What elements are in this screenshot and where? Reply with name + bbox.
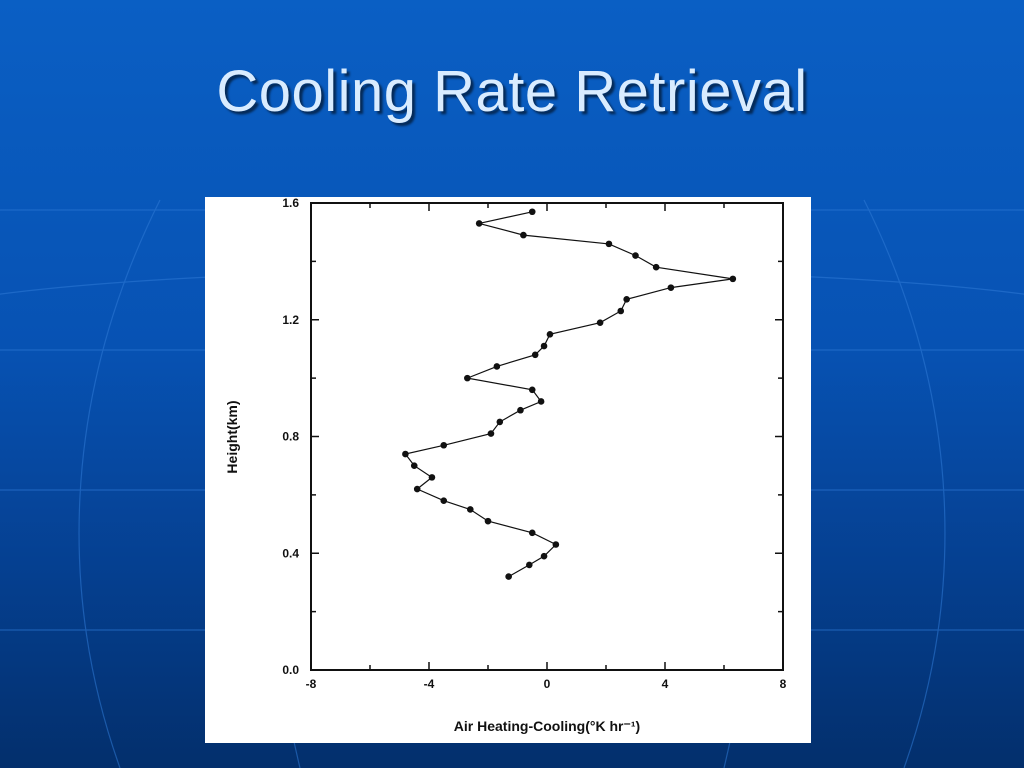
- data-point: [505, 573, 512, 580]
- data-point: [605, 240, 613, 248]
- data-point: [487, 430, 495, 437]
- data-point: [596, 319, 604, 326]
- data-point: [528, 529, 536, 537]
- data-point: [537, 398, 545, 405]
- y-tick-label: 0.8: [282, 430, 299, 444]
- y-tick-label: 1.2: [282, 313, 299, 327]
- data-point: [528, 386, 536, 394]
- data-point: [540, 342, 548, 350]
- data-point: [526, 561, 533, 569]
- data-point: [467, 506, 474, 513]
- y-tick-label: 1.6: [282, 197, 299, 210]
- x-tick-label: -8: [306, 677, 317, 691]
- data-point: [440, 441, 448, 449]
- axis-ticks: [310, 202, 784, 671]
- data-point: [402, 450, 409, 458]
- data-point: [546, 331, 554, 338]
- data-point: [413, 485, 421, 493]
- data-point: [464, 374, 471, 382]
- data-point: [667, 284, 675, 291]
- y-tick-label: 0.0: [282, 663, 299, 677]
- data-point: [552, 541, 560, 548]
- cooling-rate-chart: -8 -4 0 4 8 0.0 0.4 0.8 1.2 1.6 Air Heating-Cooli…: [224, 197, 787, 734]
- data-point: [410, 462, 418, 469]
- x-tick-label: 8: [780, 677, 787, 691]
- data-point: [540, 552, 548, 560]
- chart-panel: -8 -4 0 4 8 0.0 0.4 0.8 1.2 1.6 Air Heating-Cooli…: [205, 197, 811, 743]
- y-axis-label: Height(km): [224, 400, 240, 473]
- data-point: [531, 351, 539, 359]
- data-point: [496, 418, 504, 426]
- tick-labels: -8 -4 0 4 8 0.0 0.4 0.8 1.2 1.6: [282, 197, 786, 691]
- data-point: [623, 296, 630, 303]
- data-points: [402, 208, 737, 580]
- data-point: [517, 406, 524, 414]
- data-point: [528, 208, 536, 216]
- data-point: [493, 363, 501, 370]
- x-tick-label: 0: [544, 677, 551, 691]
- series-line: [404, 211, 733, 578]
- slide-title: Cooling Rate Retrieval: [216, 59, 808, 124]
- data-point: [617, 307, 625, 315]
- data-point: [440, 497, 448, 505]
- data-point: [484, 517, 492, 525]
- data-point: [632, 252, 639, 259]
- plot-frame: [310, 202, 784, 671]
- data-point: [428, 474, 436, 481]
- x-tick-label: 4: [662, 677, 669, 691]
- x-axis-label: Air Heating-Cooling(°K hr⁻¹): [454, 718, 640, 734]
- data-point: [520, 231, 527, 239]
- x-tick-label: -4: [424, 677, 435, 691]
- y-tick-label: 0.4: [282, 546, 299, 560]
- data-point: [652, 263, 660, 271]
- data-point: [729, 275, 737, 283]
- data-point: [475, 220, 483, 227]
